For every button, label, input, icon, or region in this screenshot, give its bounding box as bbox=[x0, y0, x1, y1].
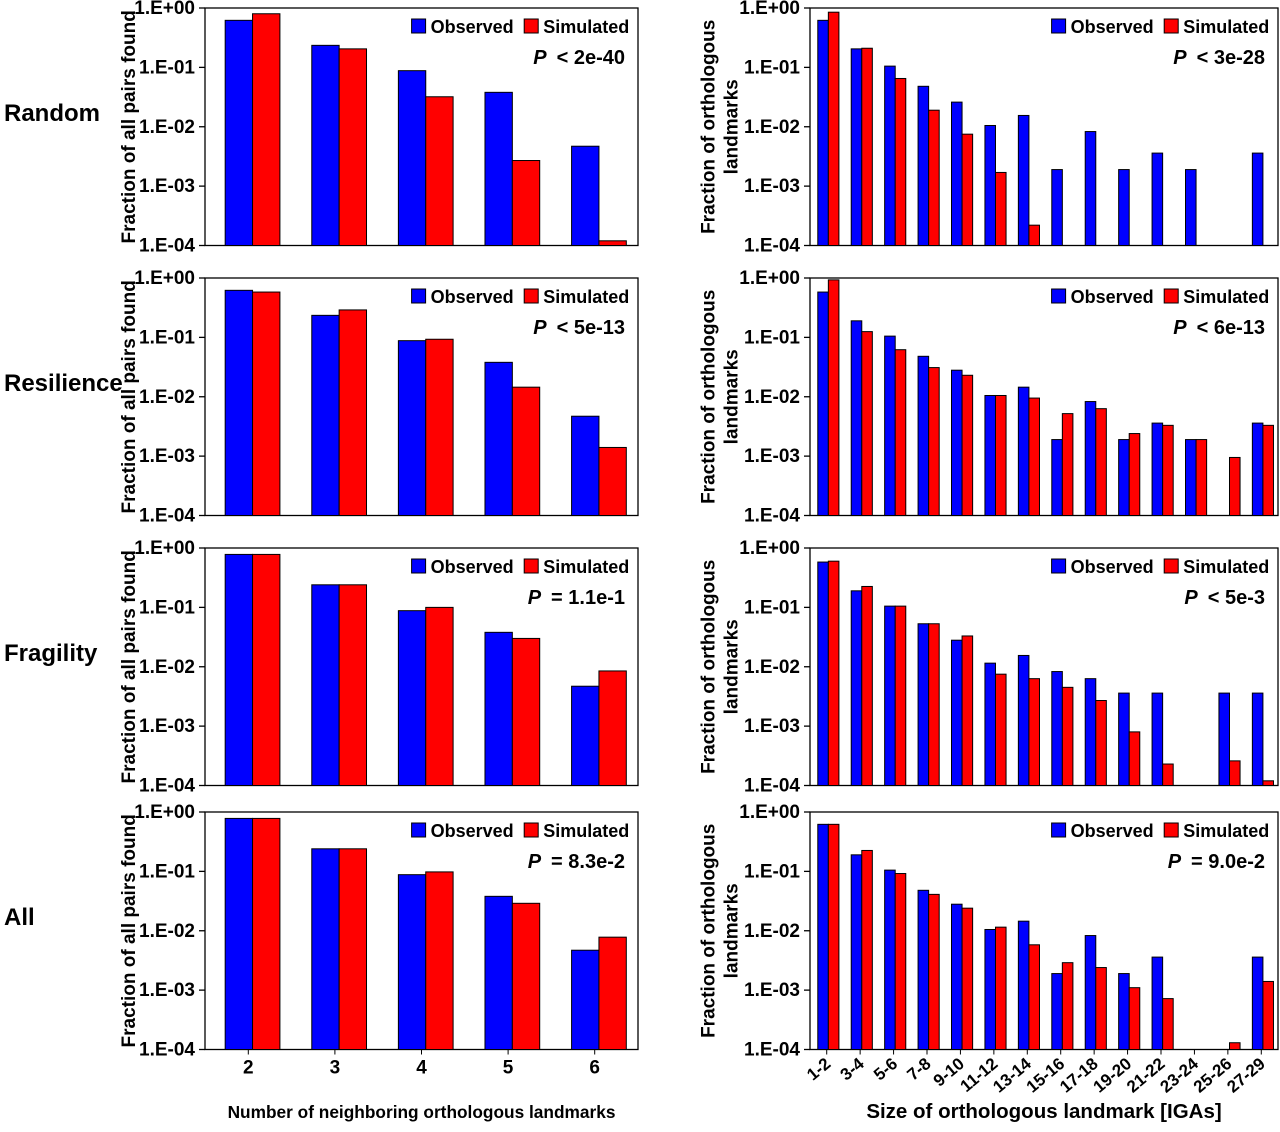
svg-text:1.E-03: 1.E-03 bbox=[139, 176, 195, 197]
svg-text:Observed: Observed bbox=[1071, 557, 1154, 577]
svg-text:Observed: Observed bbox=[1071, 287, 1154, 307]
svg-text:1.E-03: 1.E-03 bbox=[139, 716, 195, 737]
svg-text:1.E-03: 1.E-03 bbox=[744, 980, 800, 1001]
svg-text:1.E-02: 1.E-02 bbox=[139, 387, 195, 408]
svg-text:P = 9.0e-2: P = 9.0e-2 bbox=[1168, 851, 1265, 873]
svg-text:Fraction of orthologous: Fraction of orthologous bbox=[699, 824, 720, 1038]
svg-text:Observed: Observed bbox=[431, 17, 514, 37]
svg-text:P < 5e-13: P < 5e-13 bbox=[533, 317, 625, 339]
svg-text:Number of neighboring ortholog: Number of neighboring orthologous landma… bbox=[228, 1102, 616, 1122]
svg-text:1.E-04: 1.E-04 bbox=[139, 236, 195, 257]
svg-text:Simulated: Simulated bbox=[543, 17, 629, 37]
svg-text:Simulated: Simulated bbox=[1183, 821, 1269, 841]
svg-text:1.E+00: 1.E+00 bbox=[134, 804, 195, 823]
svg-text:Observed: Observed bbox=[1071, 17, 1154, 37]
svg-text:1.E-02: 1.E-02 bbox=[744, 117, 800, 138]
svg-text:Observed: Observed bbox=[431, 821, 514, 841]
svg-text:Observed: Observed bbox=[431, 287, 514, 307]
svg-text:1.E-04: 1.E-04 bbox=[139, 506, 195, 527]
svg-text:landmarks: landmarks bbox=[722, 619, 743, 714]
svg-text:1.E-04: 1.E-04 bbox=[744, 776, 800, 797]
svg-text:P < 3e-28: P < 3e-28 bbox=[1173, 47, 1265, 69]
svg-text:P = 1.1e-1: P = 1.1e-1 bbox=[528, 587, 625, 609]
svg-text:1.E-02: 1.E-02 bbox=[744, 921, 800, 942]
svg-text:1.E-01: 1.E-01 bbox=[139, 861, 195, 882]
svg-text:P < 2e-40: P < 2e-40 bbox=[533, 47, 625, 69]
svg-text:1.E-02: 1.E-02 bbox=[139, 657, 195, 678]
svg-text:Fraction of orthologous: Fraction of orthologous bbox=[699, 560, 720, 774]
svg-text:Simulated: Simulated bbox=[1183, 557, 1269, 577]
svg-text:1.E+00: 1.E+00 bbox=[134, 0, 195, 19]
svg-text:1.E-03: 1.E-03 bbox=[139, 980, 195, 1001]
svg-text:1.E+00: 1.E+00 bbox=[739, 540, 800, 559]
svg-text:1.E-03: 1.E-03 bbox=[744, 446, 800, 467]
svg-text:Observed: Observed bbox=[1071, 821, 1154, 841]
svg-text:6: 6 bbox=[589, 1058, 600, 1079]
svg-text:Observed: Observed bbox=[431, 557, 514, 577]
svg-text:P = 8.3e-2: P = 8.3e-2 bbox=[528, 851, 625, 873]
svg-text:Fraction of orthologous: Fraction of orthologous bbox=[699, 290, 720, 504]
svg-text:1.E-01: 1.E-01 bbox=[139, 327, 195, 348]
svg-text:Fraction of orthologous: Fraction of orthologous bbox=[699, 20, 720, 234]
svg-text:Simulated: Simulated bbox=[543, 287, 629, 307]
svg-text:P < 6e-13: P < 6e-13 bbox=[1173, 317, 1265, 339]
svg-text:1.E-02: 1.E-02 bbox=[139, 117, 195, 138]
svg-text:1.E-03: 1.E-03 bbox=[139, 446, 195, 467]
svg-text:1.E-02: 1.E-02 bbox=[139, 921, 195, 942]
svg-text:1.E-03: 1.E-03 bbox=[744, 716, 800, 737]
svg-text:1.E-01: 1.E-01 bbox=[744, 327, 800, 348]
svg-text:Simulated: Simulated bbox=[1183, 287, 1269, 307]
svg-text:1.E-01: 1.E-01 bbox=[139, 597, 195, 618]
svg-text:1.E-02: 1.E-02 bbox=[744, 387, 800, 408]
svg-text:1.E-04: 1.E-04 bbox=[744, 506, 800, 527]
svg-text:1.E+00: 1.E+00 bbox=[739, 804, 800, 823]
svg-text:Simulated: Simulated bbox=[1183, 17, 1269, 37]
svg-text:1.E-02: 1.E-02 bbox=[744, 657, 800, 678]
svg-text:1.E-01: 1.E-01 bbox=[744, 861, 800, 882]
svg-text:landmarks: landmarks bbox=[722, 79, 743, 174]
svg-text:1.E+00: 1.E+00 bbox=[134, 270, 195, 289]
svg-text:1.E+00: 1.E+00 bbox=[739, 270, 800, 289]
svg-text:1.E-04: 1.E-04 bbox=[139, 776, 195, 797]
svg-text:1.E-03: 1.E-03 bbox=[744, 176, 800, 197]
svg-text:3: 3 bbox=[330, 1058, 341, 1079]
svg-text:4: 4 bbox=[416, 1058, 427, 1079]
svg-text:1.E+00: 1.E+00 bbox=[739, 0, 800, 19]
svg-text:1.E-01: 1.E-01 bbox=[744, 57, 800, 78]
svg-text:Simulated: Simulated bbox=[543, 557, 629, 577]
svg-text:5: 5 bbox=[503, 1058, 514, 1079]
svg-text:2: 2 bbox=[243, 1058, 254, 1079]
svg-text:Size of orthologous landmark [: Size of orthologous landmark [IGAs] bbox=[866, 1100, 1221, 1123]
svg-text:1.E-01: 1.E-01 bbox=[744, 597, 800, 618]
svg-text:Simulated: Simulated bbox=[543, 821, 629, 841]
svg-text:1.E-04: 1.E-04 bbox=[744, 1040, 800, 1061]
svg-text:1.E-04: 1.E-04 bbox=[744, 236, 800, 257]
svg-text:landmarks: landmarks bbox=[722, 349, 743, 444]
svg-text:1.E-01: 1.E-01 bbox=[139, 57, 195, 78]
svg-text:1.E-04: 1.E-04 bbox=[139, 1040, 195, 1061]
svg-text:P < 5e-3: P < 5e-3 bbox=[1184, 587, 1265, 609]
svg-text:1.E+00: 1.E+00 bbox=[134, 540, 195, 559]
svg-text:landmarks: landmarks bbox=[722, 883, 743, 978]
